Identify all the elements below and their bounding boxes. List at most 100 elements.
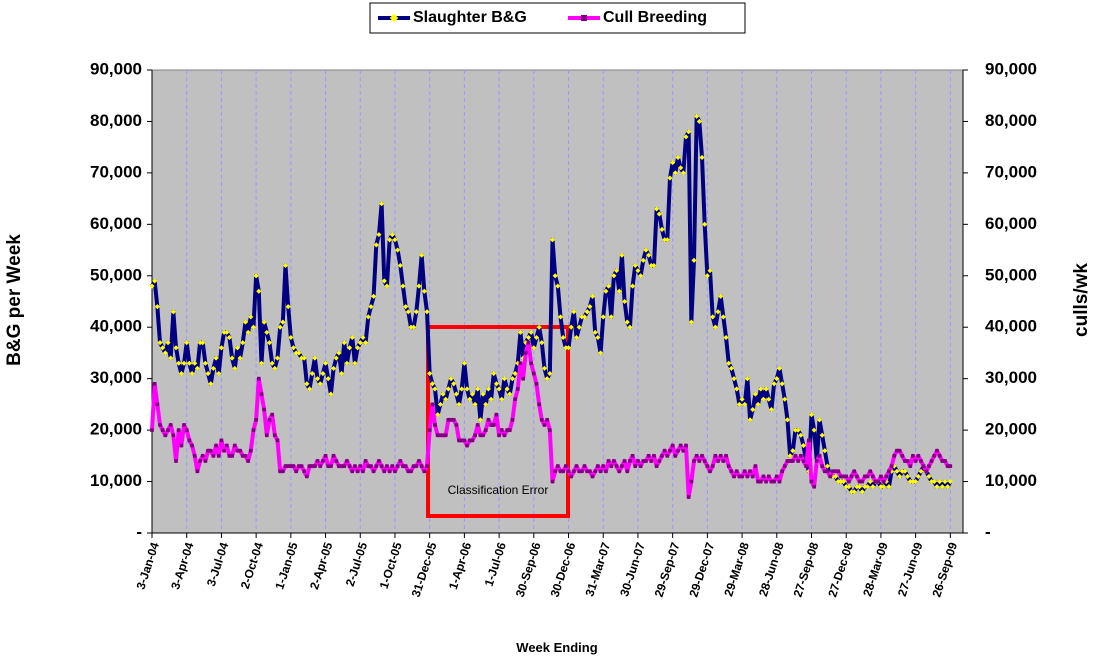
data-point: [321, 459, 325, 463]
data-point: [216, 454, 221, 458]
data-point: [472, 401, 478, 407]
data-point: [760, 396, 766, 402]
data-point: [585, 469, 590, 474]
x-tick-label: 28-Jun-08: [756, 540, 787, 598]
data-point: [558, 469, 563, 474]
legend: Slaughter B&G Cull Breeding: [369, 2, 746, 34]
data-point: [178, 370, 184, 377]
data-point: [785, 459, 790, 463]
data-point: [673, 454, 678, 458]
data-point: [545, 418, 549, 422]
data-point: [385, 464, 389, 468]
data-point: [377, 459, 381, 463]
data-point: [166, 428, 170, 432]
y2-tick-label: 70,000: [985, 162, 1037, 181]
data-point: [753, 464, 758, 468]
data-point: [555, 283, 561, 289]
data-point: [170, 309, 176, 315]
data-point: [208, 448, 213, 453]
data-point: [390, 464, 395, 468]
data-point: [531, 345, 537, 351]
data-point: [668, 448, 672, 453]
data-point: [374, 464, 379, 468]
data-point: [911, 454, 915, 458]
data-point: [809, 479, 814, 484]
legend-label: Cull Breeding: [603, 9, 707, 26]
data-point: [851, 489, 857, 495]
data-point: [657, 459, 662, 463]
data-point: [784, 417, 791, 423]
data-point: [497, 433, 501, 438]
data-point: [456, 401, 462, 407]
data-point: [315, 459, 320, 463]
data-point: [572, 469, 576, 474]
data-point: [291, 464, 296, 468]
legend-box: [369, 2, 746, 34]
data-point: [617, 469, 622, 474]
data-point: [766, 474, 771, 479]
data-point: [839, 474, 843, 479]
data-point: [844, 474, 848, 479]
data-point: [240, 454, 245, 458]
data-point: [176, 360, 182, 366]
data-point: [325, 376, 331, 382]
x-tick-label: 30-Dec-06: [548, 540, 579, 599]
data-point: [529, 361, 533, 366]
data-point: [740, 474, 744, 479]
data-point: [541, 365, 548, 371]
data-point: [470, 438, 475, 443]
data-point: [566, 469, 571, 474]
data-point: [411, 464, 416, 468]
legend-label: Slaughter B&G: [413, 9, 527, 26]
data-point: [314, 376, 321, 382]
data-point: [564, 464, 568, 468]
x-tick-label: 2-Oct-04: [238, 540, 266, 590]
data-point: [331, 365, 337, 371]
data-point: [162, 350, 168, 356]
data-point: [552, 273, 558, 279]
data-point: [286, 464, 290, 468]
data-point: [350, 469, 355, 474]
data-point: [646, 454, 651, 458]
data-point: [240, 340, 246, 346]
y-tick-label: 30,000: [90, 368, 142, 387]
data-point: [379, 201, 385, 207]
data-point: [822, 448, 828, 454]
data-point: [446, 418, 451, 422]
data-point: [357, 340, 363, 346]
data-point: [342, 464, 347, 468]
data-point: [894, 468, 900, 474]
data-point: [532, 371, 536, 376]
data-point: [704, 273, 710, 279]
data-point: [587, 304, 593, 310]
data-point: [290, 345, 297, 351]
y-tick-label: 40,000: [90, 317, 142, 336]
data-point: [544, 376, 550, 382]
data-point: [152, 382, 157, 386]
data-point: [273, 433, 277, 438]
data-point: [801, 459, 806, 463]
data-point: [493, 381, 499, 387]
y-axis-label: B&G per Week: [4, 234, 25, 366]
x-tick-label: 3-Jul-04: [204, 540, 231, 588]
data-point: [764, 479, 768, 484]
data-point: [443, 396, 449, 402]
data-point: [654, 464, 659, 468]
data-point: [772, 479, 776, 484]
data-point: [819, 432, 825, 438]
y2-tick-label: 30,000: [985, 368, 1037, 387]
data-point: [708, 469, 712, 474]
data-point: [339, 370, 345, 377]
data-point: [190, 443, 194, 448]
data-point: [393, 469, 397, 474]
data-point: [592, 329, 598, 335]
data-point: [302, 469, 306, 474]
data-point: [507, 428, 512, 432]
data-point: [723, 334, 729, 341]
data-point: [197, 340, 203, 346]
data-point: [857, 479, 862, 484]
data-point: [457, 438, 461, 443]
data-point: [539, 340, 545, 346]
data-point: [488, 396, 494, 402]
data-point: [913, 479, 919, 485]
